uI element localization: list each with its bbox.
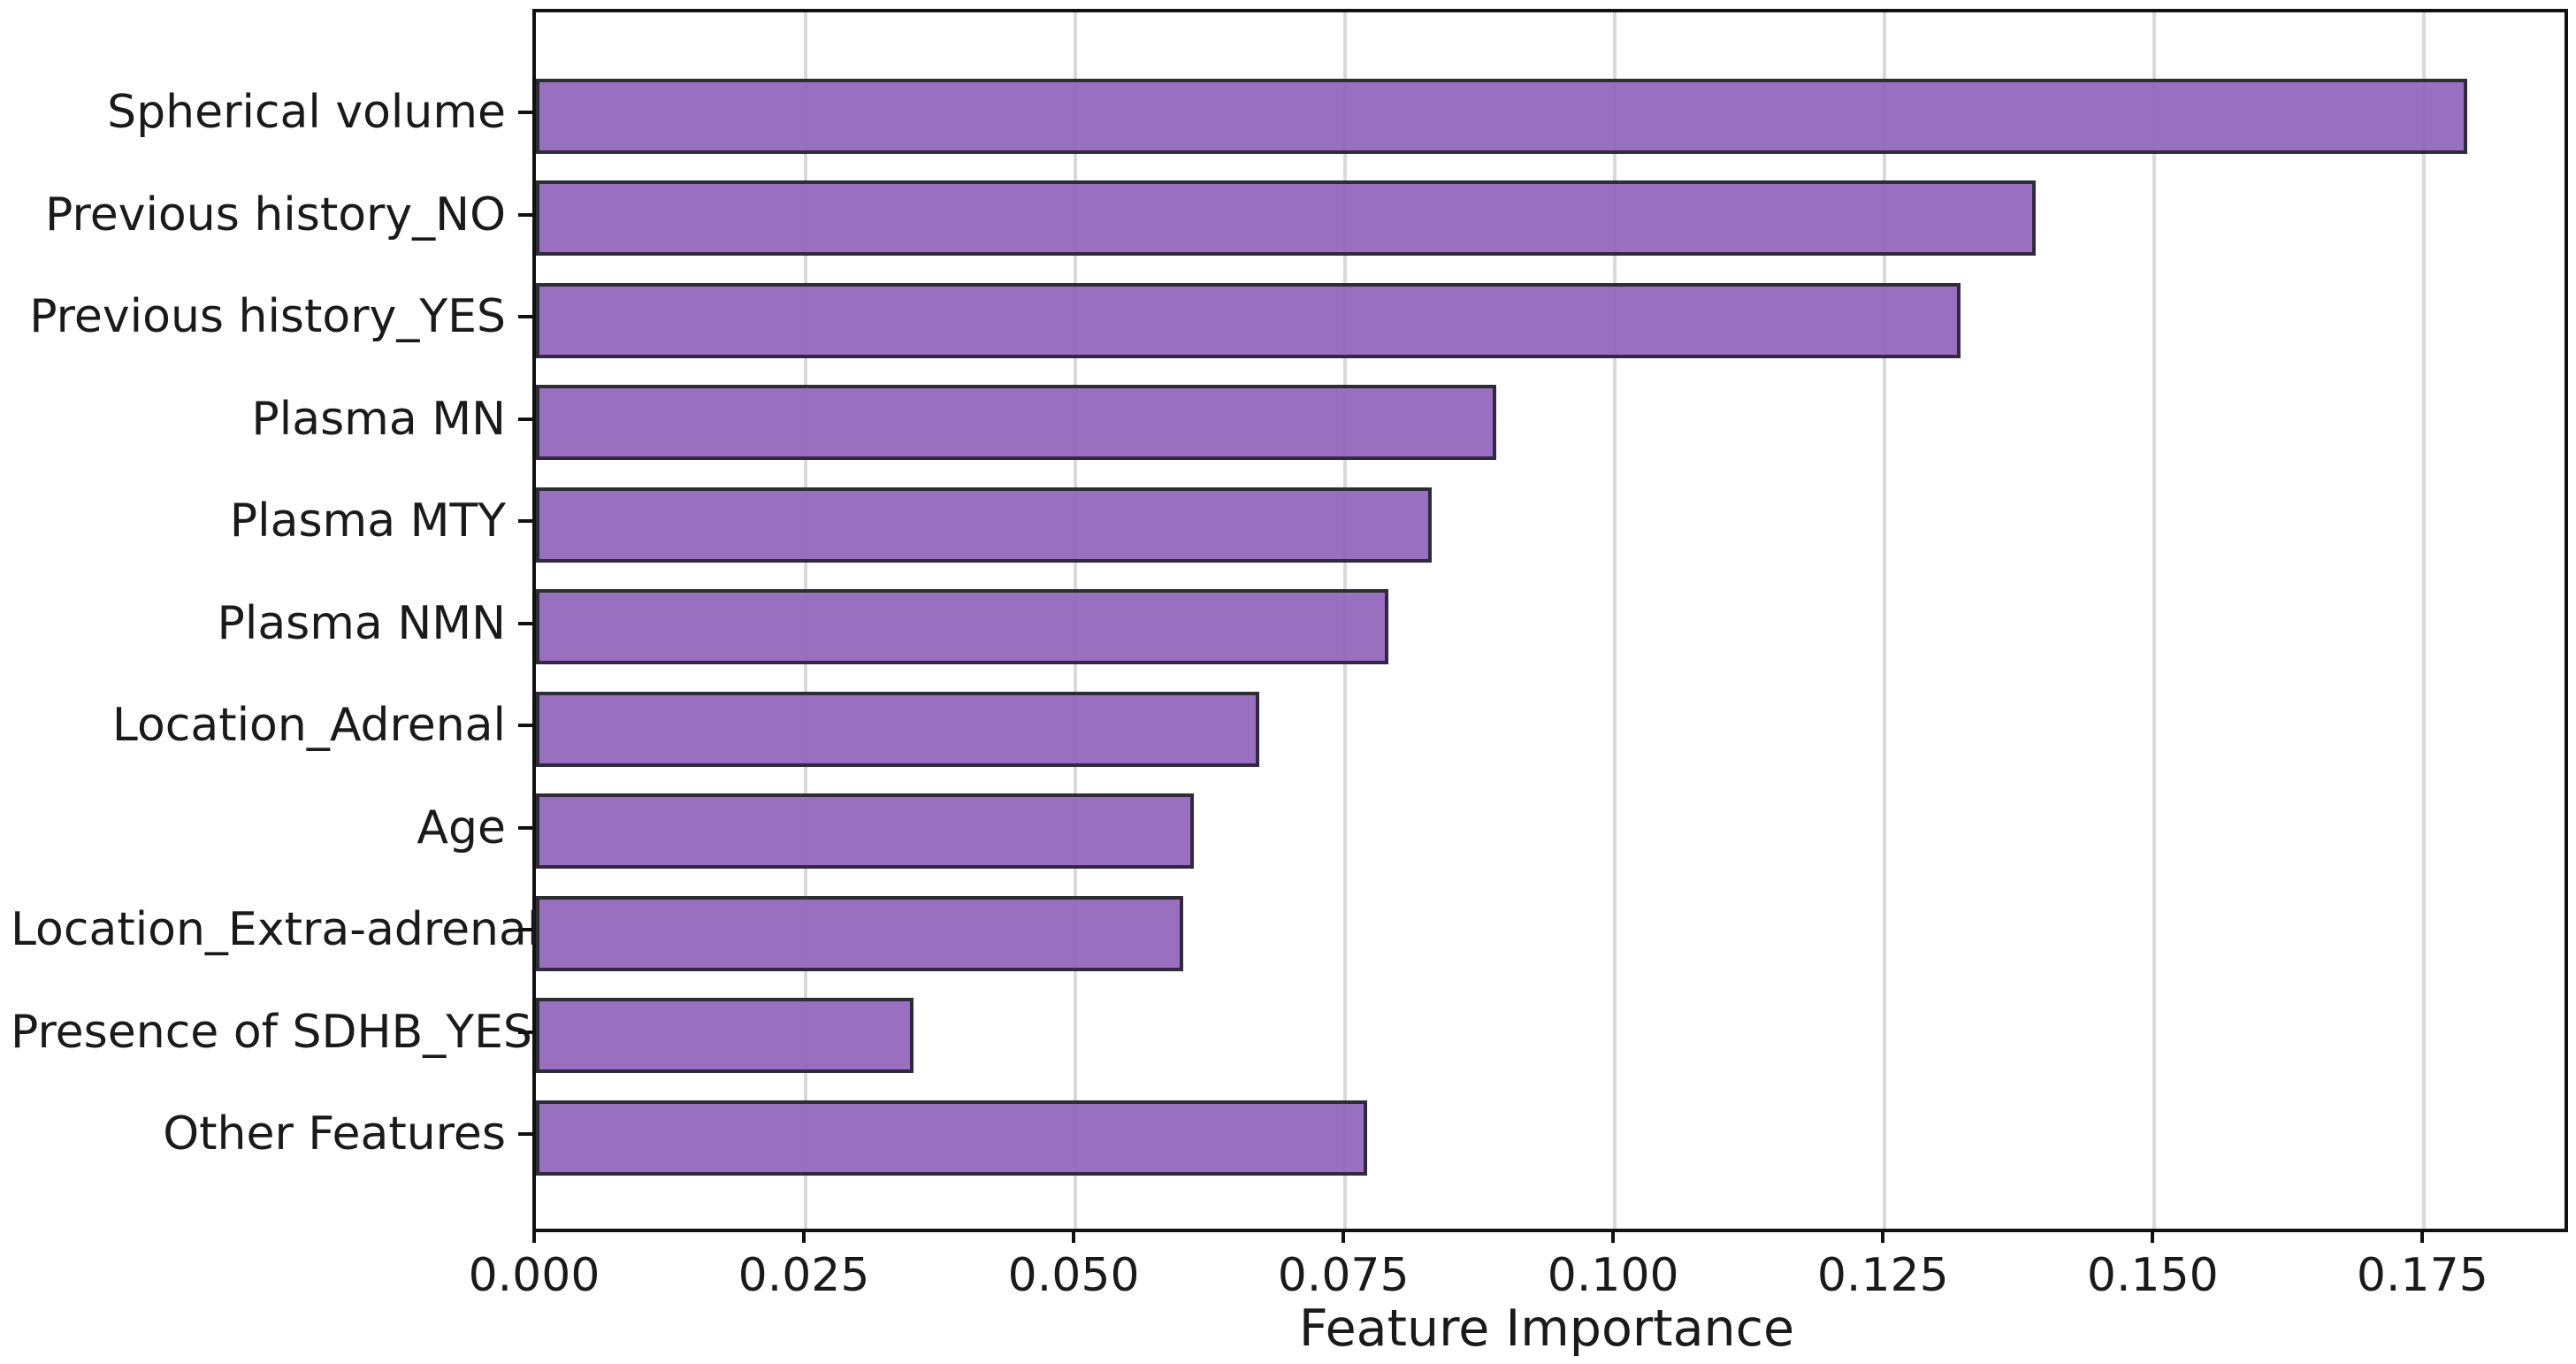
y-tick-mark xyxy=(518,928,532,931)
y-tick-label-previous-history-no: Previous history_NO xyxy=(45,188,506,241)
y-tick-mark xyxy=(518,212,532,217)
y-tick-label-plasma-mn: Plasma MN xyxy=(251,392,506,446)
bar-plasma-nmn xyxy=(536,589,1388,664)
x-tick-mark xyxy=(1072,1229,1076,1243)
y-tick-mark xyxy=(518,621,532,625)
bar-previous-history-no xyxy=(536,180,2037,256)
y-tick-label-previous-history-yes: Previous history_YES xyxy=(29,290,506,343)
y-tick-mark xyxy=(518,825,532,830)
bar-plasma-mty xyxy=(536,487,1432,563)
bar-other-features xyxy=(536,1100,1367,1176)
gridline-x-0.175 xyxy=(2422,12,2427,1229)
y-tick-label-location-adrenal: Location_Adrenal xyxy=(111,699,506,752)
y-tick-label-presence-of-sdhb-yes: Presence of SDHB_YES xyxy=(11,1005,532,1059)
gridline-x-0.150 xyxy=(2152,12,2157,1229)
x-tick-mark xyxy=(2151,1229,2155,1243)
x-tick-mark xyxy=(532,1229,536,1243)
x-tick-label-0.100: 0.100 xyxy=(1547,1249,1679,1302)
x-tick-mark xyxy=(2420,1229,2425,1243)
x-tick-mark xyxy=(1611,1229,1616,1243)
y-tick-mark xyxy=(518,315,532,318)
y-tick-label-other-features: Other Features xyxy=(163,1107,506,1161)
x-tick-label-0.175: 0.175 xyxy=(2356,1249,2488,1302)
bar-presence-of-sdhb-yes xyxy=(536,998,914,1073)
y-tick-mark xyxy=(518,111,532,114)
gridline-x-0.125 xyxy=(1883,12,1887,1229)
bar-location-adrenal xyxy=(536,691,1259,767)
y-tick-label-location-extra-adrenal: Location_Extra-adrenal xyxy=(11,903,540,956)
y-tick-mark xyxy=(518,724,532,727)
y-tick-label-age: Age xyxy=(417,801,506,854)
x-tick-label-0.075: 0.075 xyxy=(1277,1249,1410,1302)
y-tick-label-spherical-volume: Spherical volume xyxy=(107,86,506,139)
bar-spherical-volume xyxy=(536,78,2468,154)
x-tick-mark xyxy=(802,1229,806,1243)
plot-area xyxy=(532,9,2568,1232)
x-tick-label-0.000: 0.000 xyxy=(468,1249,600,1302)
y-tick-mark xyxy=(518,1132,532,1136)
bar-age xyxy=(536,793,1195,869)
x-tick-label-0.150: 0.150 xyxy=(2086,1249,2219,1302)
x-tick-label-0.025: 0.025 xyxy=(738,1249,870,1302)
x-tick-mark xyxy=(1342,1229,1346,1243)
bar-location-extra-adrenal xyxy=(536,895,1184,971)
bar-plasma-mn xyxy=(536,385,1496,460)
y-tick-label-plasma-mty: Plasma MTY xyxy=(229,494,506,548)
x-tick-label-0.125: 0.125 xyxy=(1816,1249,1949,1302)
y-tick-mark xyxy=(518,1030,532,1034)
x-tick-label-0.050: 0.050 xyxy=(1007,1249,1140,1302)
y-tick-mark xyxy=(518,519,532,523)
x-axis-title: Feature Importance xyxy=(1298,1299,1795,1358)
bar-previous-history-yes xyxy=(536,282,1961,358)
y-tick-mark xyxy=(518,417,532,421)
y-tick-label-plasma-nmn: Plasma NMN xyxy=(217,596,506,650)
x-tick-mark xyxy=(1881,1229,1885,1243)
gridline-x-0.100 xyxy=(1613,12,1617,1229)
